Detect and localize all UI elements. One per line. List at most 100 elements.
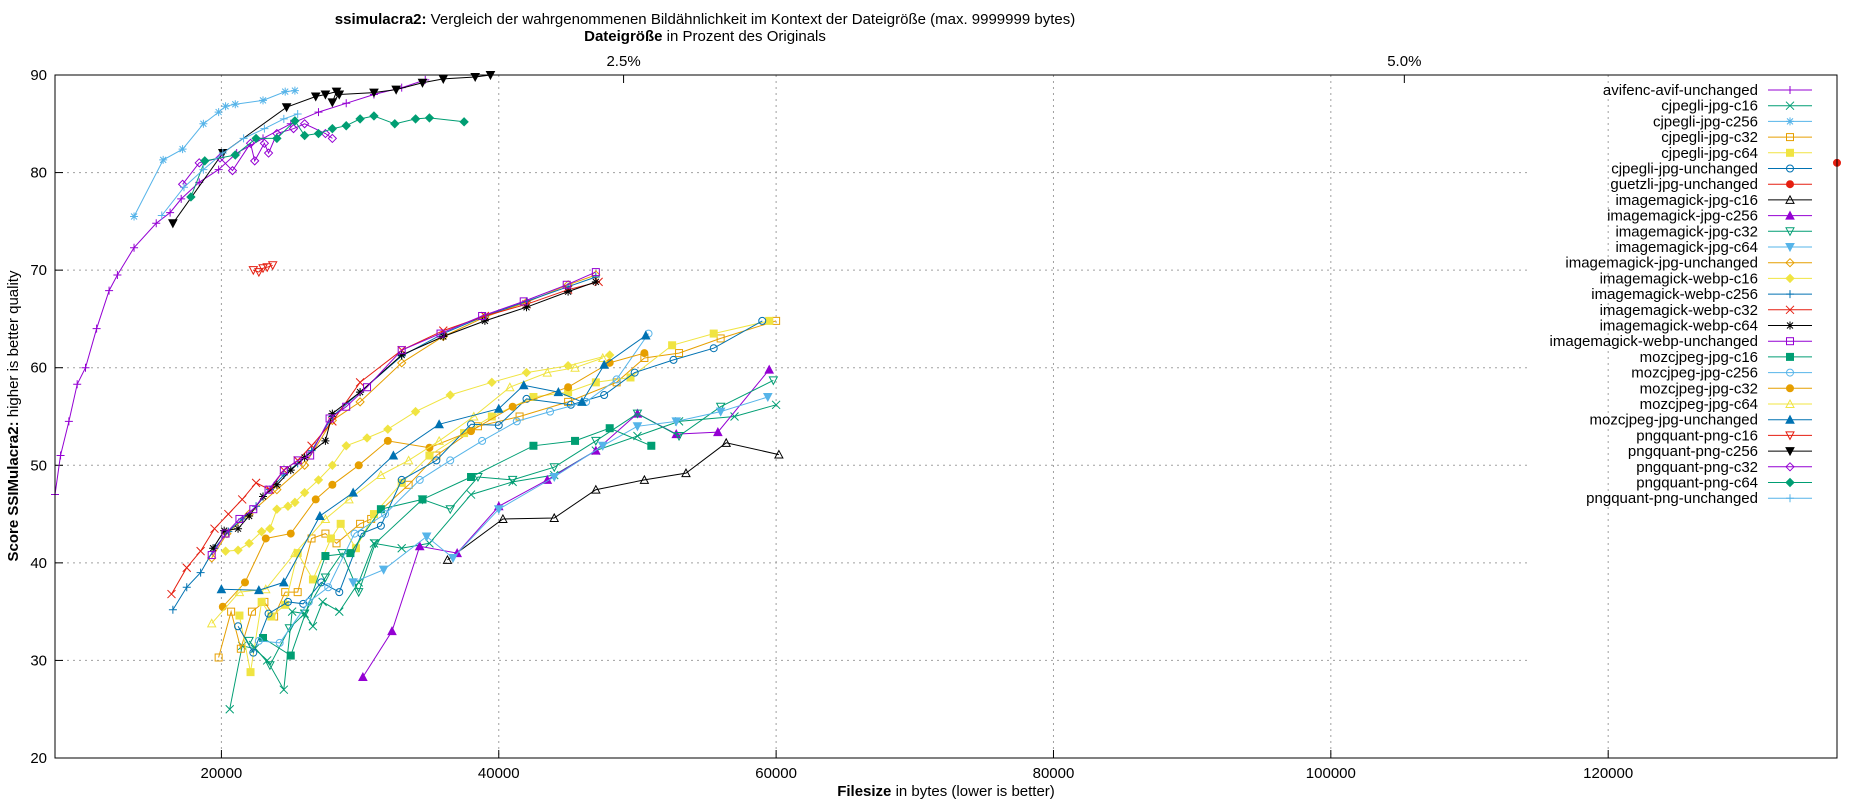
- data-point: [356, 519, 365, 528]
- series-area: [51, 71, 1841, 714]
- data-point: [265, 661, 275, 671]
- legend-entry: imagemagick-webp-c16: [1600, 270, 1812, 287]
- data-point: [549, 472, 560, 483]
- legend-entry: cjpegli-jpg-c64: [1661, 145, 1812, 162]
- data-point: [348, 578, 358, 588]
- series-mozcjpeg-jpg-c64: [206, 352, 608, 628]
- data-point: [225, 704, 235, 714]
- data-point: [487, 377, 497, 388]
- data-point: [354, 461, 363, 470]
- data-point: [293, 456, 302, 465]
- data-point: [597, 441, 608, 451]
- data-point: [293, 110, 302, 119]
- data-point: [376, 469, 386, 480]
- data-point: [758, 316, 767, 325]
- data-point: [771, 400, 781, 410]
- data-point: [355, 377, 365, 387]
- data-point: [605, 350, 615, 360]
- data-point: [448, 553, 458, 564]
- legend-entry: imagemagick-jpg-unchanged: [1565, 255, 1812, 272]
- series-line: [237, 320, 763, 654]
- data-point: [230, 150, 240, 160]
- series-cjpegli-jpg-c256: [130, 86, 299, 221]
- data-point: [249, 505, 258, 514]
- data-point: [341, 441, 351, 451]
- data-point: [328, 480, 337, 489]
- data-point: [397, 543, 407, 553]
- data-point: [245, 138, 256, 149]
- data-point: [178, 145, 187, 154]
- legend-entry: mozcjpeg-jpg-c256: [1631, 365, 1812, 382]
- data-point: [480, 316, 489, 325]
- data-point: [363, 383, 372, 392]
- legend-label: imagemagick-jpg-unchanged: [1565, 255, 1758, 272]
- data-point: [313, 475, 324, 485]
- series-pngquant-png-c64: [186, 111, 469, 202]
- data-point: [370, 539, 381, 549]
- data-point: [324, 583, 333, 592]
- data-point: [445, 390, 455, 400]
- data-point: [299, 130, 310, 141]
- data-point: [647, 441, 656, 450]
- legend-entry: pngquant-png-unchanged: [1586, 490, 1812, 507]
- data-point: [264, 609, 273, 618]
- data-point: [239, 134, 248, 143]
- series-line: [211, 274, 596, 559]
- data-point: [768, 376, 779, 386]
- data-point: [313, 128, 324, 139]
- data-point: [262, 656, 272, 665]
- data-point: [640, 330, 651, 340]
- y-tick-label: 70: [30, 262, 47, 279]
- series-imagemagick-jpg-c64: [348, 392, 773, 588]
- series-pngquant-png-c16: [248, 261, 278, 278]
- legend-label: cjpegli-jpg-c256: [1653, 113, 1758, 130]
- legend-entry: mozcjpeg-jpg-c64: [1640, 396, 1812, 413]
- legend-label: imagemagick-jpg-c16: [1615, 192, 1758, 209]
- legend-entry: pngquant-png-c64: [1636, 475, 1812, 492]
- data-point: [299, 609, 310, 619]
- data-point: [681, 468, 691, 478]
- data-point: [508, 402, 517, 411]
- legend-swatch-marker: [1786, 148, 1794, 157]
- data-point: [279, 114, 288, 123]
- data-point: [397, 346, 406, 355]
- series-mozcjpeg-jpg-c256: [254, 329, 653, 647]
- data-point: [549, 512, 560, 522]
- legend-swatch-marker: [1786, 133, 1794, 142]
- data-point: [278, 577, 289, 587]
- data-point: [493, 403, 504, 413]
- series-line: [447, 442, 780, 561]
- data-point: [668, 341, 677, 350]
- legend-label: mozcjpeg-jpg-unchanged: [1590, 412, 1758, 429]
- data-point: [231, 100, 240, 109]
- legend-swatch-marker: [1786, 368, 1794, 377]
- data-point: [362, 433, 372, 443]
- y-tick-label: 30: [30, 652, 47, 669]
- data-point: [308, 621, 318, 631]
- data-point: [244, 538, 254, 549]
- data-point: [262, 263, 273, 273]
- data-point: [715, 402, 726, 412]
- legend-swatch-marker: [1786, 337, 1794, 346]
- data-point: [318, 597, 328, 607]
- data-point: [553, 387, 564, 397]
- legend-swatch-marker: [1785, 305, 1795, 315]
- data-point: [421, 532, 432, 542]
- series-line: [258, 333, 649, 644]
- data-point: [425, 451, 434, 460]
- data-point: [612, 375, 621, 384]
- data-point: [186, 192, 196, 202]
- data-point: [311, 495, 320, 504]
- data-point: [299, 487, 310, 498]
- data-point: [388, 450, 399, 460]
- data-point: [436, 329, 445, 338]
- data-point: [310, 92, 321, 102]
- legend-label: imagemagick-jpg-c32: [1615, 223, 1758, 240]
- data-point: [272, 504, 282, 514]
- legend-swatch-marker: [1786, 117, 1794, 126]
- data-point: [434, 435, 444, 445]
- data-point: [344, 494, 354, 504]
- data-point: [245, 512, 254, 521]
- series-line: [229, 404, 777, 710]
- data-point: [254, 268, 264, 278]
